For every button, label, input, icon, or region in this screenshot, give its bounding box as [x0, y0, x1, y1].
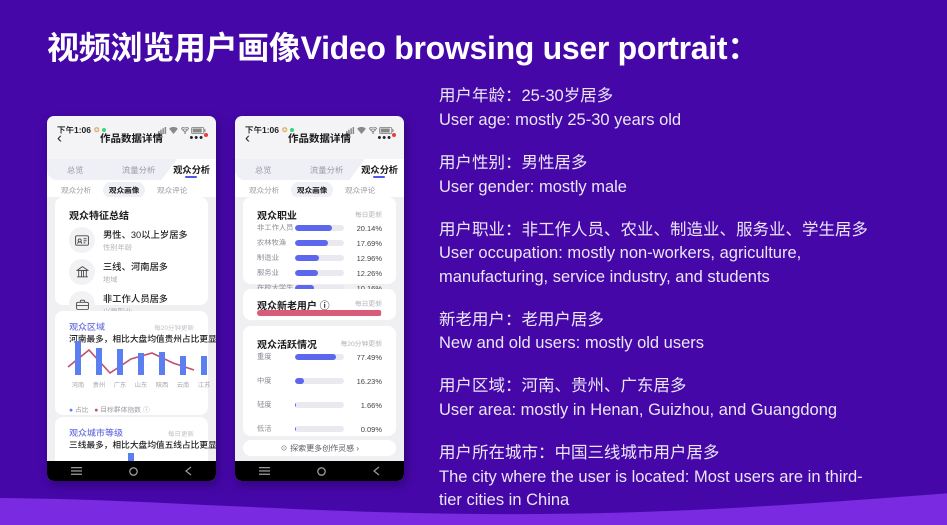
svg-text:广东: 广东 [114, 381, 127, 389]
svg-text:陕西: 陕西 [156, 381, 169, 389]
svg-text:山东: 山东 [135, 381, 148, 389]
svg-text:河南: 河南 [72, 381, 85, 389]
svg-text:江苏: 江苏 [198, 381, 211, 389]
svg-text:贵州: 贵州 [93, 381, 106, 389]
svg-text:云南: 云南 [177, 382, 190, 389]
